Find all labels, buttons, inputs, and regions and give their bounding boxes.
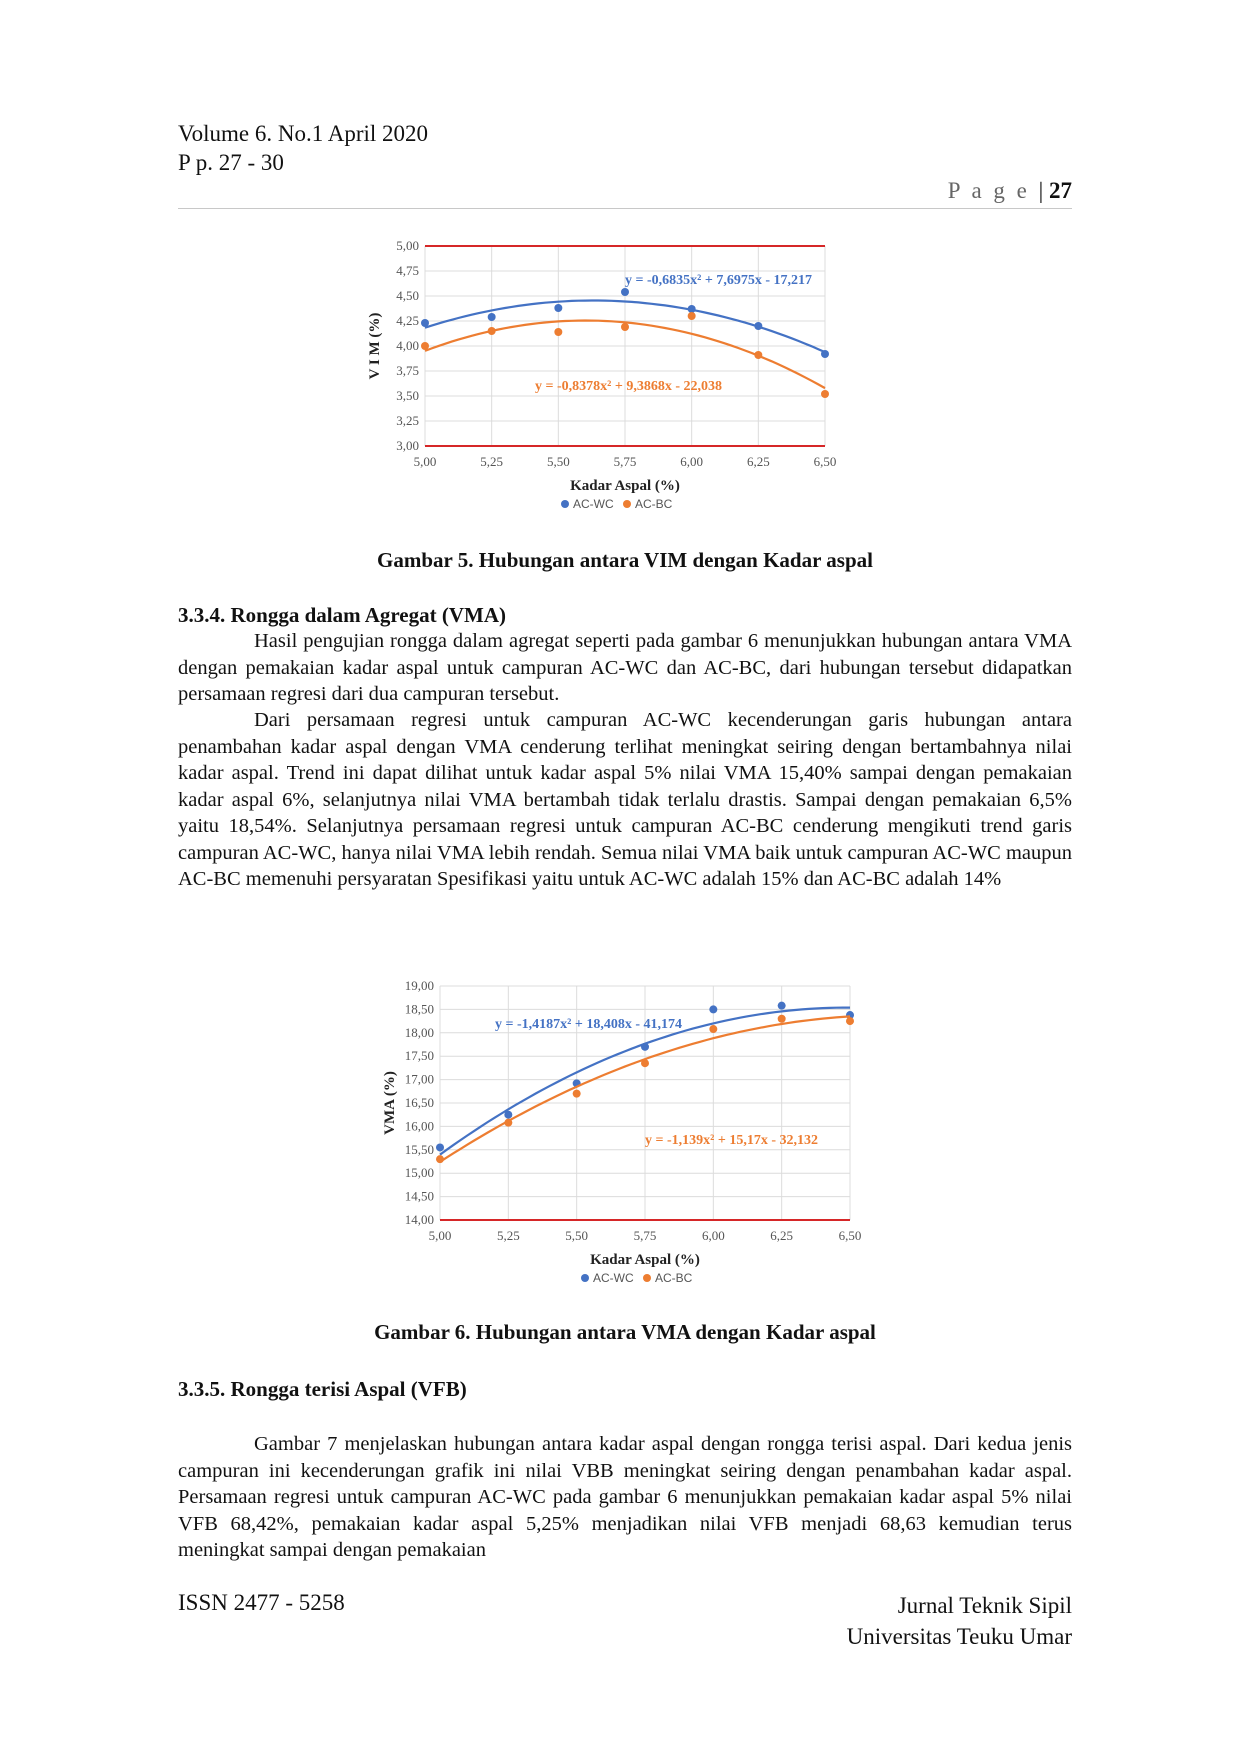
y-axis-title: VMA (%)	[382, 1071, 398, 1135]
journal-info: Jurnal Teknik Sipil Universitas Teuku Um…	[847, 1590, 1072, 1652]
data-point-ac-wc	[641, 1042, 649, 1051]
journal-volume: Volume 6. No.1 April 2020	[178, 121, 429, 146]
x-axis-title: Kadar Aspal (%)	[590, 1252, 700, 1268]
y-tick-label: 17,50	[405, 1048, 434, 1063]
data-point-ac-bc	[641, 1059, 649, 1068]
data-point-ac-bc	[572, 1089, 581, 1098]
y-tick-label: 3,00	[396, 438, 419, 453]
data-point-ac-bc	[754, 351, 763, 359]
x-tick-label: 6,25	[770, 1228, 793, 1243]
legend-label: AC-BC	[635, 497, 673, 511]
data-point-ac-bc	[846, 1017, 854, 1026]
section-334-heading: 3.3.4. Rongga dalam Agregat (VMA)	[178, 603, 507, 627]
data-point-ac-wc	[821, 350, 829, 358]
data-point-ac-bc	[777, 1014, 786, 1023]
y-tick-label: 4,50	[396, 288, 419, 303]
page-number: 27	[1049, 178, 1072, 203]
data-point-ac-wc	[504, 1110, 513, 1119]
x-tick-label: 5,00	[414, 454, 437, 469]
y-tick-label: 15,50	[405, 1142, 434, 1157]
data-point-ac-bc	[436, 1155, 444, 1164]
x-tick-label: 5,25	[497, 1228, 520, 1243]
regression-equation: y = -1,139x² + 15,17x - 32,132	[645, 1133, 818, 1148]
y-tick-label: 3,75	[396, 363, 419, 378]
section-334-paragraph-2: Dari persamaan regresi untuk campuran AC…	[178, 709, 1072, 890]
page-separator: |	[1038, 178, 1049, 203]
data-point-ac-bc	[709, 1025, 718, 1034]
y-tick-label: 18,00	[405, 1025, 434, 1040]
regression-equation: y = -0,6835x² + 7,6975x - 17,217	[625, 273, 812, 288]
data-point-ac-wc	[621, 288, 629, 296]
legend-label: AC-BC	[655, 1271, 693, 1285]
legend-marker	[643, 1274, 651, 1282]
page-label: P a g e	[947, 178, 1030, 203]
legend-marker	[623, 500, 631, 508]
vim-chart: 3,00 3,25 3,50 3,75 4,00 4,25 4,50 4,75 5,00 5,00…	[367, 238, 837, 511]
y-tick-label: 19,00	[405, 978, 434, 993]
header-divider	[178, 208, 1072, 209]
university-name: Universitas Teuku Umar	[846, 1624, 1072, 1649]
x-tick-label: 5,75	[614, 454, 637, 469]
section-334-paragraph-1: Hasil pengujian rongga dalam agregat sep…	[178, 630, 1072, 705]
x-tick-label: 5,50	[565, 1228, 588, 1243]
legend-label: AC-WC	[573, 497, 614, 511]
data-point-ac-bc	[554, 328, 563, 336]
y-tick-label: 17,00	[405, 1072, 434, 1087]
y-tick-label: 3,25	[396, 413, 419, 428]
data-point-ac-wc	[777, 1001, 786, 1010]
page-range: P p. 27 - 30	[178, 150, 284, 175]
section-335-heading: 3.3.5. Rongga terisi Aspal (VFB)	[178, 1377, 467, 1401]
x-tick-label: 5,75	[634, 1228, 657, 1243]
figure-5-caption: Gambar 5. Hubungan antara VIM dengan Kad…	[377, 548, 873, 572]
data-point-ac-bc	[504, 1118, 513, 1127]
legend-marker	[561, 500, 569, 508]
data-point-ac-bc	[621, 323, 629, 331]
y-tick-label: 5,00	[396, 238, 419, 253]
y-tick-label: 4,25	[396, 313, 419, 328]
regression-equation: y = -0,8378x² + 9,3868x - 22,038	[535, 379, 722, 394]
y-tick-label: 16,50	[405, 1095, 434, 1110]
y-tick-label: 4,00	[396, 338, 419, 353]
page-indicator: P a g e | 27	[948, 178, 1072, 204]
section-335-paragraph-1: Gambar 7 menjelaskan hubungan antara kad…	[178, 1433, 1072, 1561]
y-tick-label: 18,50	[405, 1001, 434, 1016]
regression-equation: y = -1,4187x² + 18,408x - 41,174	[495, 1017, 682, 1032]
x-axis-title: Kadar Aspal (%)	[570, 478, 680, 494]
data-point-ac-wc	[709, 1005, 718, 1014]
x-tick-label: 5,50	[547, 454, 570, 469]
data-point-ac-bc	[487, 327, 496, 335]
data-point-ac-bc	[687, 312, 696, 320]
data-point-ac-wc	[487, 313, 496, 321]
figure-6-caption: Gambar 6. Hubungan antara VMA dengan Kad…	[374, 1320, 876, 1344]
y-tick-label: 3,50	[396, 388, 419, 403]
data-point-ac-bc	[421, 342, 429, 350]
x-tick-label: 5,00	[429, 1228, 452, 1243]
x-tick-label: 6,50	[839, 1228, 862, 1243]
legend-label: AC-WC	[593, 1271, 634, 1285]
data-point-ac-wc	[687, 305, 696, 313]
x-tick-label: 6,50	[814, 454, 837, 469]
journal-name: Jurnal Teknik Sipil	[897, 1593, 1072, 1618]
data-point-ac-wc	[554, 304, 563, 312]
vma-chart: 14,00 14,50 15,00 15,50 16,00 16,50 17,00 17,50…	[382, 978, 862, 1285]
y-tick-label: 4,75	[396, 263, 419, 278]
x-tick-label: 6,00	[680, 454, 703, 469]
data-point-ac-wc	[436, 1143, 444, 1152]
issn: ISSN 2477 - 5258	[178, 1590, 345, 1615]
y-tick-label: 14,00	[405, 1212, 434, 1227]
data-point-ac-wc	[754, 322, 763, 330]
x-tick-label: 5,25	[480, 454, 503, 469]
y-axis-title: V I M (%)	[367, 313, 383, 380]
x-tick-label: 6,25	[747, 454, 770, 469]
legend-marker	[581, 1274, 589, 1282]
x-tick-label: 6,00	[702, 1228, 725, 1243]
y-tick-label: 16,00	[405, 1118, 434, 1133]
data-point-ac-bc	[821, 390, 829, 398]
y-tick-label: 14,50	[405, 1189, 434, 1204]
data-point-ac-wc	[421, 319, 429, 327]
y-tick-label: 15,00	[405, 1165, 434, 1180]
